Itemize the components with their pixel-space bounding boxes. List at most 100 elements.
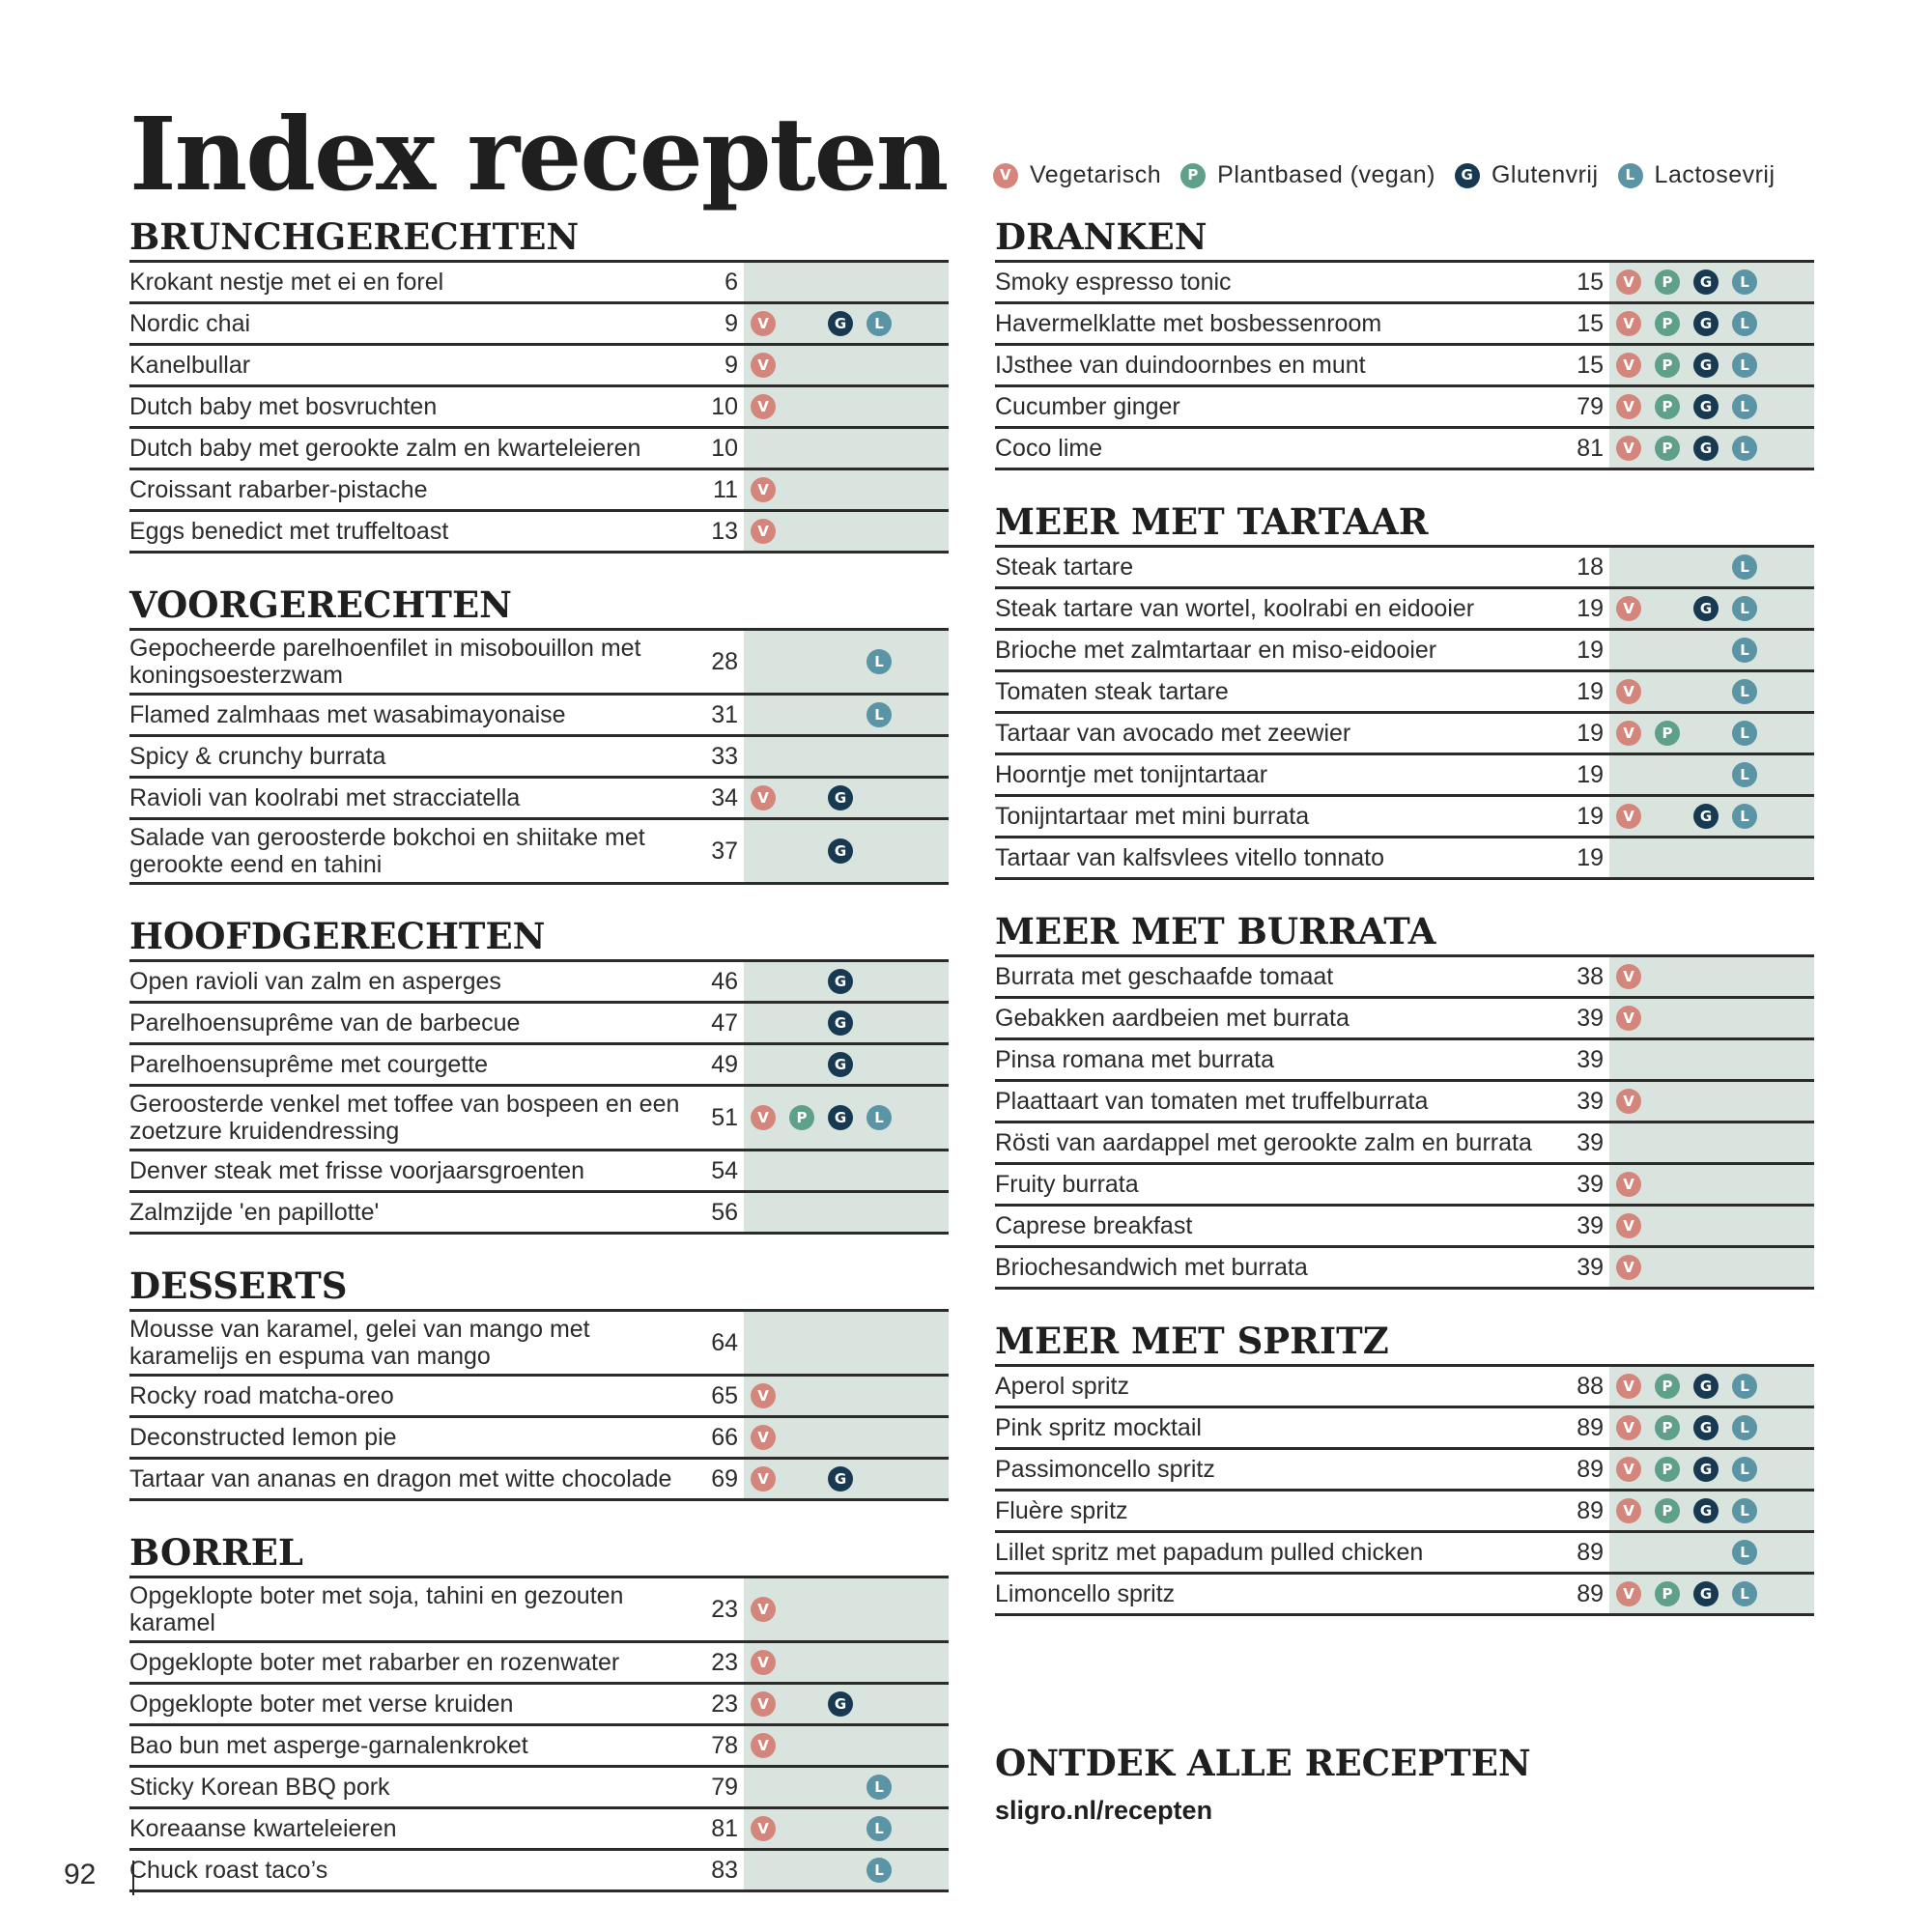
recipe-row: Krokant nestje met ei en forel 6	[129, 263, 949, 304]
vegetarian-badge-icon: V	[1616, 1213, 1641, 1238]
recipe-page-number: 89	[1577, 1579, 1604, 1607]
diet-badges: V	[1609, 957, 1814, 996]
recipe-name: Dutch baby met bosvruchten	[129, 393, 438, 420]
recipe-page-number: 19	[1577, 594, 1604, 622]
recipe-page-number: 89	[1577, 1413, 1604, 1441]
lactosefree-badge-icon: L	[1732, 596, 1757, 621]
recipe-page-number: 39	[1577, 1004, 1604, 1032]
recipe-name: Ravioli van koolrabi met stracciatella	[129, 784, 521, 811]
recipe-name: Mousse van karamel, gelei van mango met …	[129, 1316, 590, 1370]
recipe-page-number: 11	[713, 475, 738, 503]
recipe-name: Dutch baby met gerookte zalm en kwartele…	[129, 435, 641, 462]
diet-badges: V	[744, 1377, 949, 1415]
section-title: MEER MET BURRATA	[995, 909, 1814, 957]
recipe-section: BRUNCHGERECHTEN Krokant nestje met ei en …	[129, 214, 949, 554]
vegetarian-badge-icon: V	[751, 785, 776, 810]
vegetarian-badge-icon: V	[751, 519, 776, 544]
recipe-name: Kanelbullar	[129, 352, 251, 379]
recipe-page-number: 54	[711, 1156, 738, 1184]
vegetarian-badge-icon: V	[1616, 721, 1641, 746]
plantbased-badge-icon: P	[1180, 162, 1207, 188]
vegetarian-badge-icon: V	[1616, 1172, 1641, 1197]
recipe-name: Hoorntje met tonijntartaar	[995, 761, 1268, 788]
recipe-page-number: 51	[711, 1103, 738, 1131]
glutenfree-badge-icon: G	[828, 1466, 853, 1492]
recipe-row: Fruity burrata 39 V	[995, 1165, 1814, 1207]
recipe-row: Kanelbullar 9 V	[129, 346, 949, 387]
vegetarian-badge-icon: V	[1616, 679, 1641, 704]
recipe-page-number: 37	[711, 837, 738, 865]
legend-label: Glutenvrij	[1491, 161, 1599, 188]
glutenfree-badge-icon: G	[828, 1105, 853, 1130]
lactosefree-badge-icon: L	[867, 311, 892, 336]
recipe-page-number: 10	[711, 434, 738, 462]
recipe-page-number: 23	[711, 1690, 738, 1718]
glutenfree-badge-icon: G	[1693, 270, 1719, 295]
recipe-row: Tonijntartaar met mini burrata 19 V G L	[995, 797, 1814, 838]
recipe-name: Tomaten steak tartare	[995, 678, 1229, 705]
glutenfree-badge-icon: G	[1693, 1415, 1719, 1440]
lactosefree-badge-icon: L	[1732, 1540, 1757, 1565]
recipe-name: Cucumber ginger	[995, 393, 1180, 420]
diet-badges: L	[744, 696, 949, 734]
recipe-name: Smoky espresso tonic	[995, 269, 1232, 296]
recipe-page-number: 39	[1577, 1253, 1604, 1281]
recipe-row: Parelhoensuprême van de barbecue 47 G	[129, 1004, 949, 1045]
diet-badges: V	[744, 470, 949, 509]
lactosefree-badge-icon: L	[1732, 436, 1757, 461]
recipe-row: Spicy & crunchy burrata 33	[129, 737, 949, 779]
diet-badges: V	[1609, 1165, 1814, 1204]
diet-badges	[1609, 1123, 1814, 1162]
diet-badges	[744, 429, 949, 468]
recipe-row: Koreaanse kwarteleieren 81 V L	[129, 1809, 949, 1851]
diet-badges: V	[744, 1578, 949, 1640]
recipe-name: Opgeklopte boter met soja, tahini en gez…	[129, 1582, 624, 1636]
legend-item-lactosefree: L Lactosevrij	[1617, 161, 1776, 189]
vegetarian-badge-icon: V	[751, 477, 776, 502]
diet-badges: L	[1609, 1533, 1814, 1572]
recipe-page-number: 39	[1577, 1045, 1604, 1073]
discover-recipes-cta: ONTDEK ALLE RECEPTEN sligro.nl/recepten	[995, 1740, 1531, 1826]
glutenfree-badge-icon: G	[1693, 353, 1719, 378]
diet-badges: L	[744, 631, 949, 693]
glutenfree-badge-icon: G	[828, 838, 853, 864]
vegetarian-badge-icon: V	[1616, 804, 1641, 829]
recipe-row: Deconstructed lemon pie 66 V	[129, 1418, 949, 1460]
diet-badges: V	[1609, 1207, 1814, 1245]
recipe-page-number: 28	[711, 647, 738, 675]
glutenfree-badge-icon: G	[828, 1010, 853, 1036]
recipe-row: Tartaar van avocado met zeewier 19 V P L	[995, 714, 1814, 755]
recipe-page-number: 6	[724, 268, 738, 296]
recipe-row: Mousse van karamel, gelei van mango met …	[129, 1312, 949, 1377]
plantbased-badge-icon: P	[1655, 1457, 1680, 1482]
vegetarian-badge-icon: V	[751, 353, 776, 378]
recipe-row: Ravioli van koolrabi met stracciatella 34…	[129, 779, 949, 820]
glutenfree-badge-icon: G	[1693, 596, 1719, 621]
recipe-name: Geroosterde venkel met toffee van bospee…	[129, 1091, 680, 1145]
recipe-name: Gepocheerde parelhoenfilet in misobouill…	[129, 635, 641, 689]
recipe-page-number: 46	[711, 967, 738, 995]
recipe-row: Chuck roast taco’s 83 L	[129, 1851, 949, 1892]
recipe-name: Gebakken aardbeien met burrata	[995, 1005, 1350, 1032]
vegetarian-badge-icon: V	[1616, 270, 1641, 295]
diet-badges: V	[744, 1643, 949, 1682]
recipe-name: Krokant nestje met ei en forel	[129, 269, 444, 296]
lactosefree-badge-icon: L	[867, 702, 892, 727]
lactosefree-badge-icon: L	[1732, 762, 1757, 787]
legend-item-plantbased: P Plantbased (vegan)	[1180, 161, 1435, 189]
recipe-name: Fruity burrata	[995, 1171, 1139, 1198]
recipe-page-number: 66	[711, 1423, 738, 1451]
recipe-page-number: 81	[711, 1814, 738, 1842]
recipes-link[interactable]: sligro.nl/recepten	[995, 1796, 1213, 1825]
section-title: DRANKEN	[995, 214, 1814, 263]
vegetarian-badge-icon: V	[751, 1425, 776, 1450]
recipe-page-number: 56	[711, 1198, 738, 1226]
recipe-row: Geroosterde venkel met toffee van bospee…	[129, 1087, 949, 1151]
